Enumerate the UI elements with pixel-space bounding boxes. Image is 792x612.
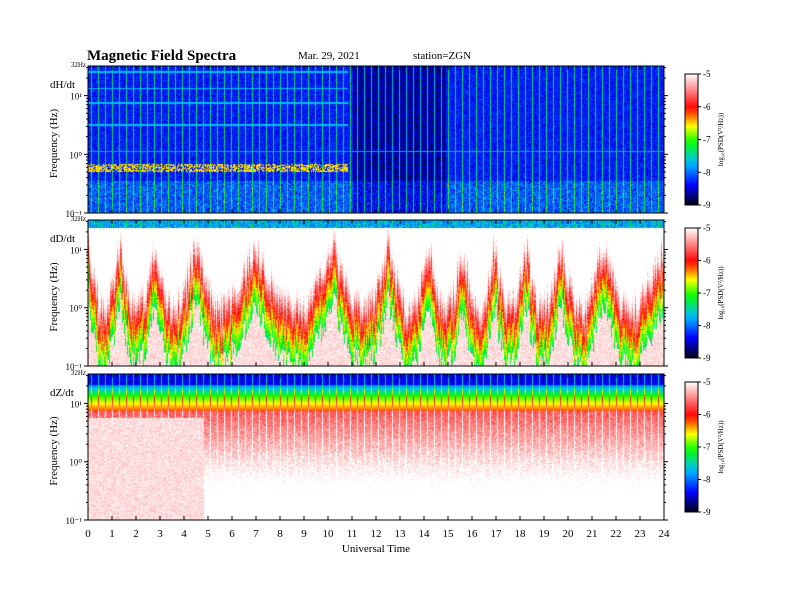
component-label: dD/dt xyxy=(50,233,75,245)
y-top-label: 32Hz xyxy=(71,215,86,223)
colorbar-tick-label: -9 xyxy=(703,353,711,363)
panels-group: 10⁻¹ 10⁰ 10¹ 32Hz dH/dt Frequency (Hz) -5 -6 -7 -… xyxy=(48,61,725,526)
colorbar xyxy=(684,381,699,513)
spectrogram-panel: 10⁻¹ 10⁰ 10¹ 32Hz dD/dt Frequency (Hz) -5 -6 -7 -… xyxy=(48,215,725,372)
x-axis-label: Universal Time xyxy=(342,543,410,555)
x-tick-label: 22 xyxy=(611,528,622,540)
colorbar-tick-label: -7 xyxy=(703,442,711,452)
y-tick-label: 10⁰ xyxy=(69,304,82,314)
x-tick-label: 19 xyxy=(539,528,551,540)
x-tick-label: 11 xyxy=(347,528,358,540)
spectrogram-image xyxy=(88,66,664,213)
y-tick-label: 10¹ xyxy=(70,399,82,409)
x-tick-label: 21 xyxy=(587,528,598,540)
x-tick-label: 16 xyxy=(467,528,479,540)
y-axis-label: Frequency (Hz) xyxy=(48,109,60,179)
colorbar-tick-label: -8 xyxy=(703,475,711,485)
x-tick-label: 6 xyxy=(229,528,235,540)
colorbar-tick-label: -5 xyxy=(703,223,711,233)
y-tick-label: 10⁻¹ xyxy=(66,209,83,219)
x-tick-label: 15 xyxy=(443,528,455,540)
y-top-label: 32Hz xyxy=(71,61,86,69)
colorbar-tick-label: -6 xyxy=(703,102,711,112)
component-label: dH/dt xyxy=(50,79,75,91)
x-tick-label: 14 xyxy=(419,528,431,540)
x-axis: 0 1 2 3 4 5 6 7 8 9 10 11 12 13 14 15 16 17 18 19 20 21 22 23 24… xyxy=(85,66,670,555)
y-tick-label: 10⁻¹ xyxy=(66,362,83,372)
colorbar-tick-label: -9 xyxy=(703,200,711,210)
y-top-label: 32Hz xyxy=(71,369,86,377)
colorbar-tick-label: -8 xyxy=(703,167,711,177)
x-tick-label: 12 xyxy=(371,528,382,540)
colorbar-label: log₁₀(PSD(V²/Hz)) xyxy=(717,266,725,320)
x-tick-label: 3 xyxy=(157,528,163,540)
colorbar xyxy=(684,73,699,206)
figure-station: station=ZGN xyxy=(413,50,471,62)
figure-title: Magnetic Field Spectra xyxy=(87,48,237,64)
y-tick-label: 10¹ xyxy=(70,245,82,255)
spectrogram-panel: 10⁻¹ 10⁰ 10¹ 32Hz dH/dt Frequency (Hz) -5 -6 -7 -… xyxy=(48,61,725,219)
colorbar-tick-label: -6 xyxy=(703,256,711,266)
colorbar-tick-label: -6 xyxy=(703,410,711,420)
y-tick-label: 10⁻¹ xyxy=(66,516,83,526)
colorbar-tick-label: -8 xyxy=(703,321,711,331)
x-tick-label: 4 xyxy=(181,528,187,540)
x-tick-label: 20 xyxy=(563,528,575,540)
colorbar-tick-label: -9 xyxy=(703,507,711,517)
x-tick-label: 7 xyxy=(253,528,259,540)
x-tick-label: 23 xyxy=(635,528,647,540)
y-axis-label: Frequency (Hz) xyxy=(48,416,60,486)
x-tick-label: 8 xyxy=(277,528,283,540)
x-tick-label: 5 xyxy=(205,528,211,540)
y-axis-label: Frequency (Hz) xyxy=(48,262,60,332)
colorbar-label: log₁₀(PSD(V²/Hz)) xyxy=(717,420,725,474)
spectrogram-panel: 10⁻¹ 10⁰ 10¹ 32Hz dZ/dt Frequency (Hz) -5 -6 -7 -… xyxy=(48,369,725,526)
x-tick-label: 1 xyxy=(109,528,115,540)
x-tick-label: 9 xyxy=(301,528,307,540)
colorbar-label: log₁₀(PSD(V²/Hz)) xyxy=(717,112,725,166)
component-label: dZ/dt xyxy=(50,387,74,399)
x-tick-label: 0 xyxy=(85,528,91,540)
figure-date: Mar. 29, 2021 xyxy=(298,50,360,62)
x-tick-label: 13 xyxy=(395,528,407,540)
spectrogram-image xyxy=(88,374,664,520)
spectrogram-image xyxy=(88,220,664,366)
colorbar-tick-label: -7 xyxy=(703,135,711,145)
colorbar-tick-label: -7 xyxy=(703,288,711,298)
x-tick-label: 17 xyxy=(491,528,503,540)
colorbar-tick-label: -5 xyxy=(703,69,711,79)
colorbar-tick-label: -5 xyxy=(703,377,711,387)
y-tick-label: 10⁰ xyxy=(69,458,82,468)
x-tick-label: 18 xyxy=(515,528,527,540)
y-tick-label: 10¹ xyxy=(70,92,82,102)
x-tick-label: 10 xyxy=(323,528,335,540)
colorbar xyxy=(684,227,699,359)
x-tick-label: 24 xyxy=(659,528,671,540)
y-tick-label: 10⁰ xyxy=(69,150,82,160)
x-tick-label: 2 xyxy=(133,528,139,540)
